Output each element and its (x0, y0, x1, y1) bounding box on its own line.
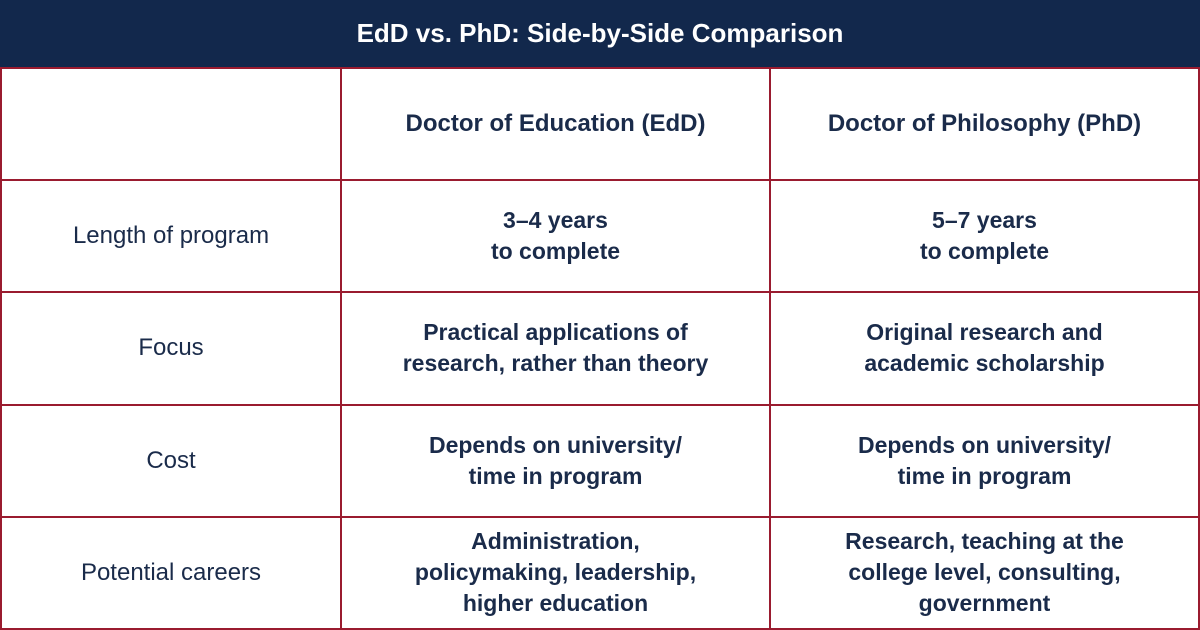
text-line: Depends on university/ (429, 430, 682, 461)
cell-edd-cost: Depends on university/ time in program (342, 406, 771, 518)
text-line: Depends on university/ (858, 430, 1111, 461)
cell-phd-careers: Research, teaching at the college level,… (771, 518, 1200, 630)
text-line: to complete (920, 236, 1049, 267)
row-label-length: Length of program (2, 181, 342, 293)
text-line: Administration, (415, 526, 696, 557)
text-line: higher education (415, 588, 696, 619)
cell-edd-careers: Administration, policymaking, leadership… (342, 518, 771, 630)
text-line: 5–7 years (920, 205, 1049, 236)
cell-edd-length: 3–4 years to complete (342, 181, 771, 293)
header-blank (2, 69, 342, 181)
cell-edd-focus: Practical applications of research, rath… (342, 293, 771, 405)
table-title: EdD vs. PhD: Side-by-Side Comparison (0, 0, 1200, 67)
comparison-table: Doctor of Education (EdD) Doctor of Phil… (0, 67, 1200, 630)
header-phd: Doctor of Philosophy (PhD) (771, 69, 1200, 181)
row-label-careers: Potential careers (2, 518, 342, 630)
cell-phd-length: 5–7 years to complete (771, 181, 1200, 293)
row-label-focus: Focus (2, 293, 342, 405)
text-line: to complete (491, 236, 620, 267)
cell-phd-focus: Original research and academic scholarsh… (771, 293, 1200, 405)
cell-phd-cost: Depends on university/ time in program (771, 406, 1200, 518)
text-line: research, rather than theory (403, 348, 709, 379)
text-line: 3–4 years (491, 205, 620, 236)
row-label-cost: Cost (2, 406, 342, 518)
text-line: policymaking, leadership, (415, 557, 696, 588)
text-line: college level, consulting, (845, 557, 1124, 588)
text-line: government (845, 588, 1124, 619)
text-line: Practical applications of (403, 317, 709, 348)
text-line: academic scholarship (864, 348, 1104, 379)
text-line: Original research and (864, 317, 1104, 348)
header-edd: Doctor of Education (EdD) (342, 69, 771, 181)
text-line: time in program (429, 461, 682, 492)
text-line: Research, teaching at the (845, 526, 1124, 557)
text-line: time in program (858, 461, 1111, 492)
